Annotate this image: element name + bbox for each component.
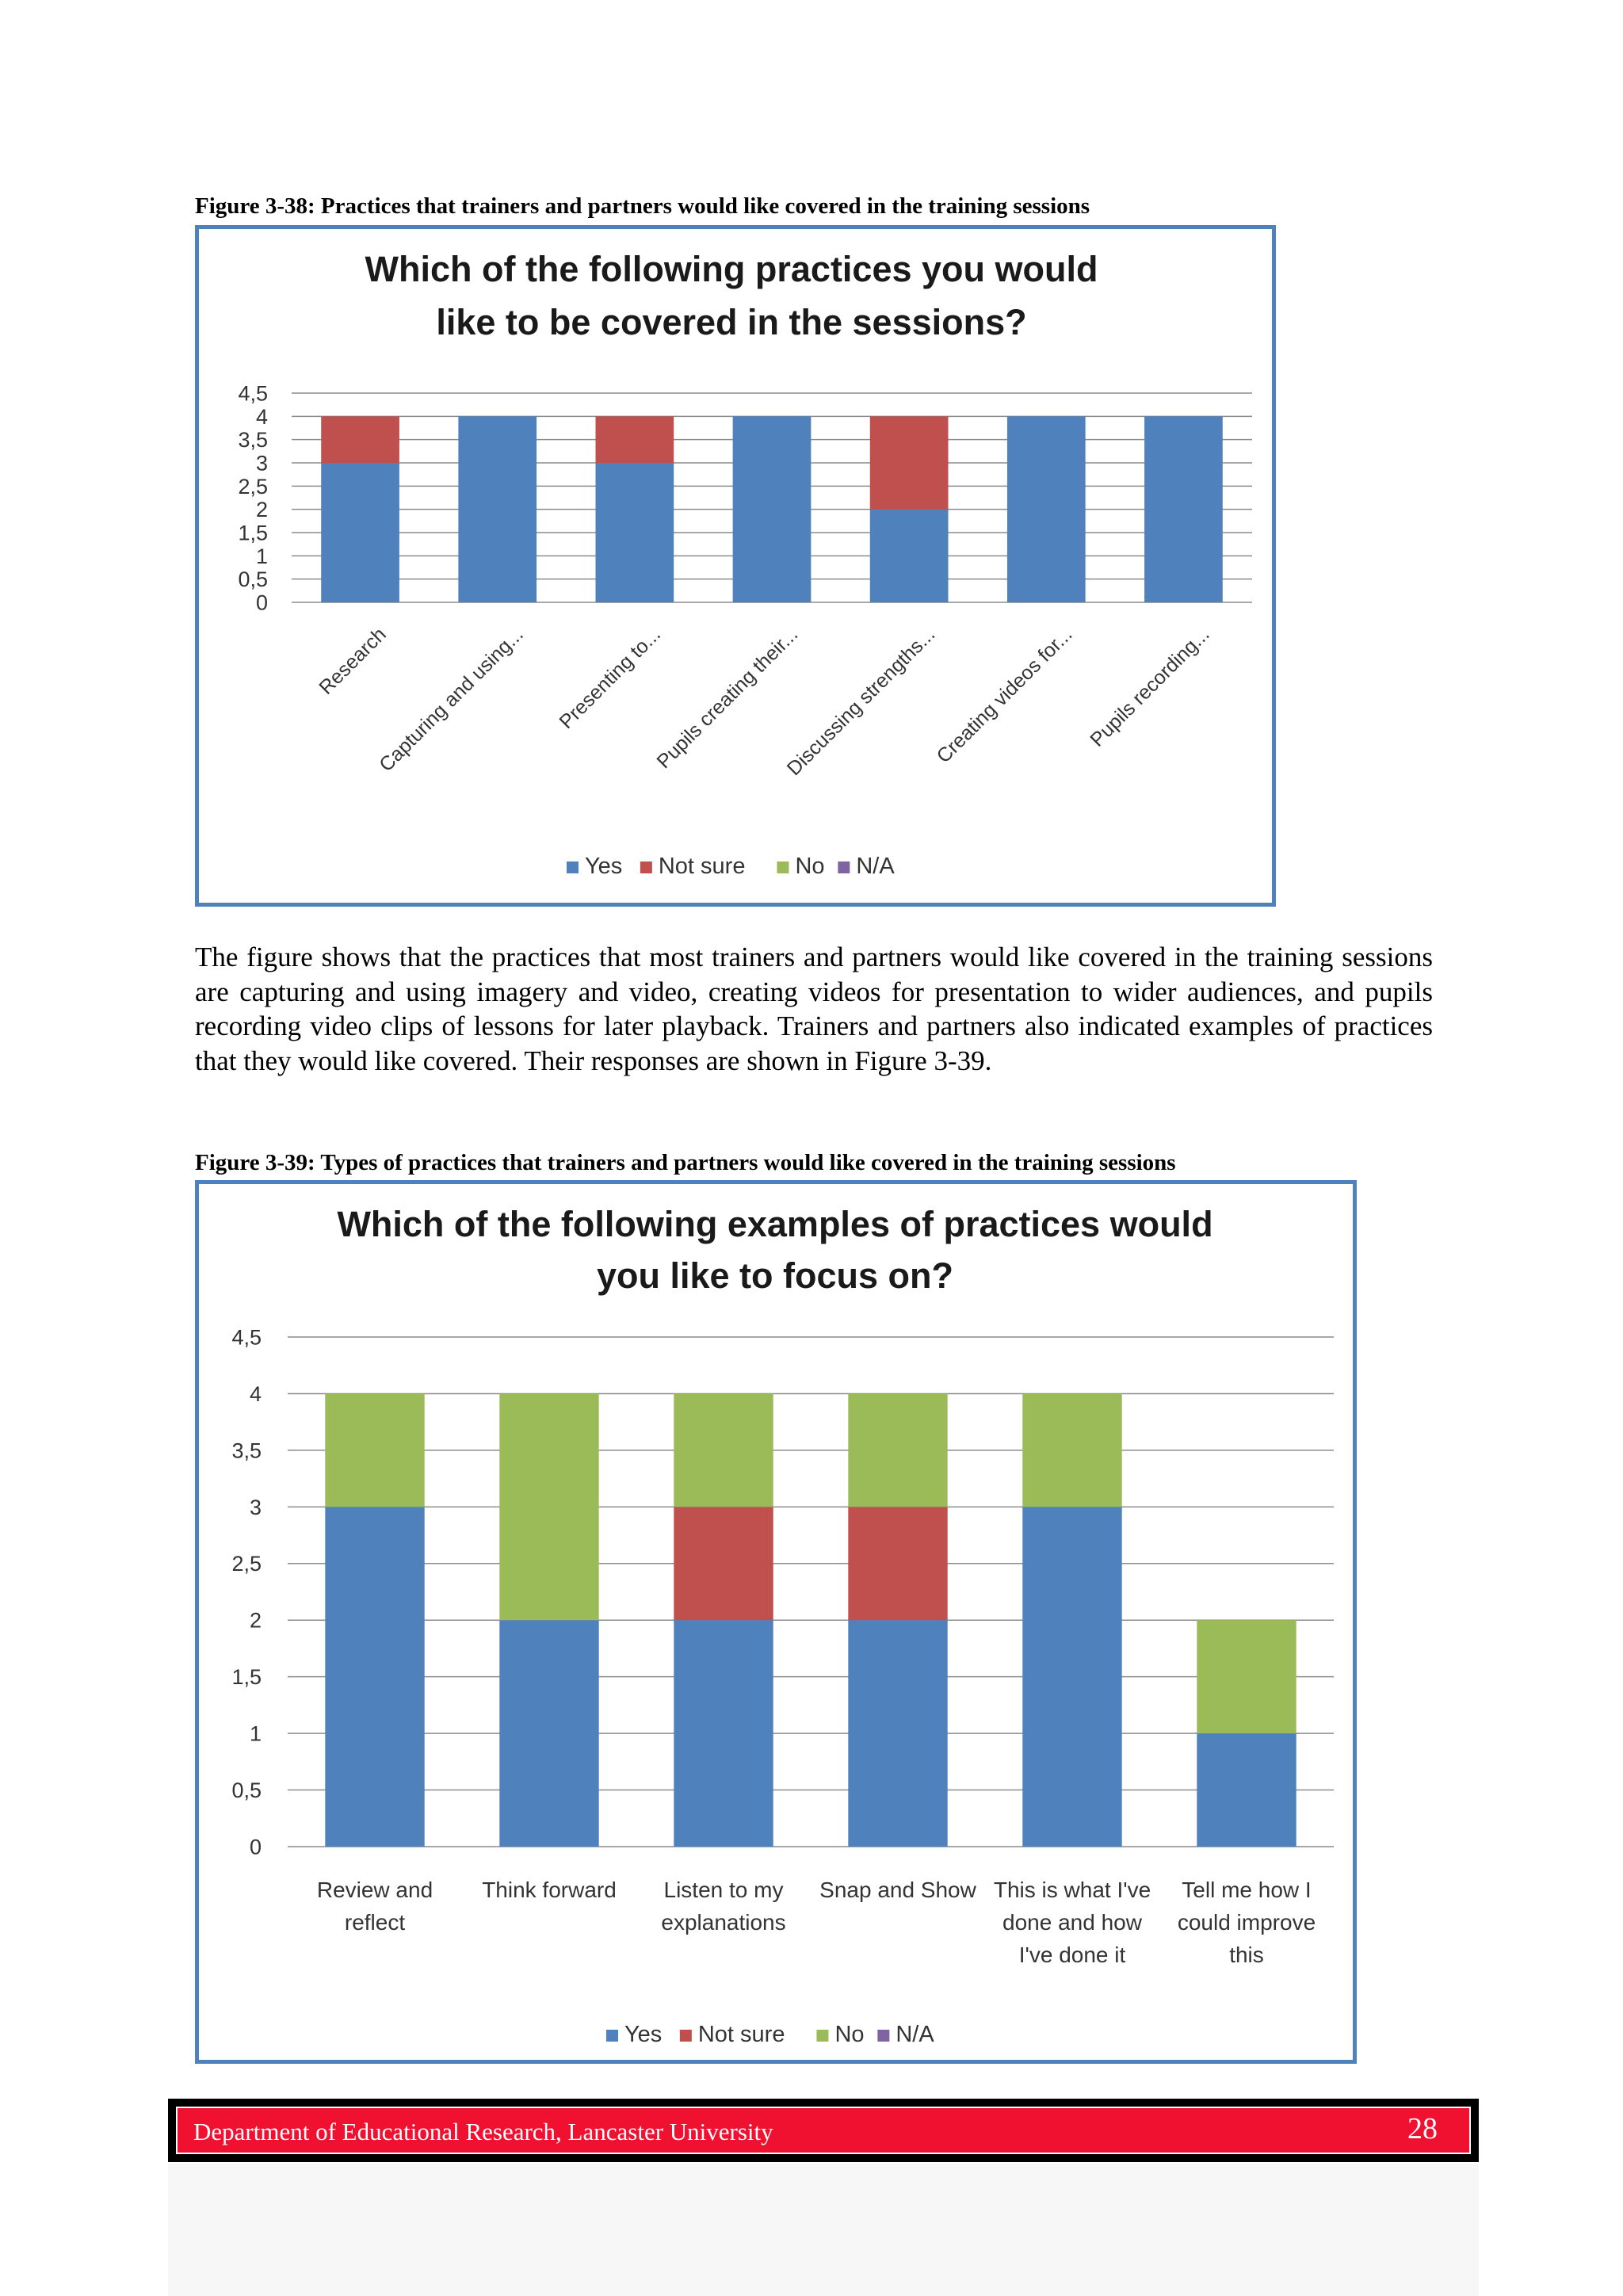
bar-segment-yes [1197, 1733, 1296, 1847]
y-tick-label: 0 [250, 1835, 262, 1859]
y-tick-label: 4 [250, 1382, 262, 1406]
category-label: Research [315, 623, 390, 698]
chart-title-line: you like to focus on? [597, 1255, 953, 1296]
bar-segment-yes [674, 1620, 773, 1847]
y-tick-label: 3,5 [238, 428, 268, 452]
legend-swatch [816, 2030, 829, 2042]
y-tick-label: 1,5 [238, 521, 268, 544]
bar-segment-yes [458, 416, 537, 602]
category-label: reflect [345, 1910, 405, 1935]
bar-segment-not-sure [674, 1507, 773, 1621]
bar-segment-no [674, 1393, 773, 1507]
legend-swatch [838, 861, 850, 873]
category-label: Listen to my [664, 1878, 784, 1902]
legend-label: Yes [585, 854, 622, 879]
bar-segment-no [325, 1393, 425, 1507]
bar-segment-yes [848, 1620, 948, 1847]
y-tick-label: 2 [256, 498, 268, 521]
legend-label: Not sure [659, 854, 746, 879]
page-footer: Department of Educational Research, Lanc… [168, 2099, 1479, 2162]
category-label: Think forward [482, 1878, 617, 1902]
bar-segment-not-sure [848, 1507, 948, 1621]
category-label: This is what I've [994, 1878, 1151, 1902]
chart-practice-examples-svg: Which of the following examples of pract… [231, 1204, 1334, 2047]
y-tick-label: 0,5 [238, 567, 268, 591]
bar-segment-yes [595, 463, 674, 602]
bar-segment-yes [1144, 416, 1223, 602]
bar-segment-no [1022, 1393, 1122, 1507]
category-label: could improve [1178, 1910, 1316, 1935]
category-label: explanations [661, 1910, 785, 1935]
y-tick-label: 2 [250, 1609, 262, 1633]
category-label: Discussing strengths... [783, 623, 940, 780]
body-paragraph: The figure shows that the practices that… [195, 942, 1433, 1076]
legend-swatch [877, 2030, 890, 2042]
legend-swatch [679, 2030, 692, 2042]
category-label: Snap and Show [819, 1878, 976, 1902]
legend-swatch [640, 861, 652, 873]
y-tick-label: 1 [256, 544, 268, 568]
chart-title-line: like to be covered in the sessions? [436, 302, 1026, 342]
figure-caption-3-39: Figure 3-39: Types of practices that tra… [195, 1150, 1176, 1175]
bar-segment-no [499, 1393, 599, 1621]
chart-practices-covered: Which of the following practices you wou… [195, 225, 1276, 907]
category-label: Pupils recording... [1086, 623, 1213, 751]
legend-label: N/A [896, 2022, 934, 2047]
category-label: Presenting to... [555, 623, 665, 733]
bar-segment-yes [1006, 416, 1086, 602]
chart-title-line: Which of the following practices you wou… [365, 249, 1098, 289]
page-bottom-margin [168, 2164, 1479, 2296]
category-label: Capturing and using... [375, 623, 528, 776]
bar-segment-yes [325, 1507, 425, 1847]
bar-segment-no [848, 1393, 948, 1507]
chart-title-line: Which of the following examples of pract… [337, 1204, 1212, 1244]
category-label: done and how [1002, 1910, 1143, 1935]
category-label: this [1229, 1943, 1264, 1967]
bar-segment-not-sure [869, 416, 949, 510]
y-tick-label: 4,5 [238, 381, 268, 405]
category-label: Review and [317, 1878, 433, 1902]
y-tick-label: 4 [256, 405, 268, 429]
legend-swatch [777, 861, 789, 873]
category-label: Tell me how I [1182, 1878, 1311, 1902]
chart-practices-covered-svg: Which of the following practices you wou… [238, 249, 1252, 879]
bar-segment-not-sure [595, 416, 674, 463]
figure-caption-3-38: Figure 3-38: Practices that trainers and… [195, 193, 1090, 219]
legend-label: N/A [856, 854, 895, 879]
legend-label: No [834, 2022, 864, 2047]
footer-department: Department of Educational Research, Lanc… [193, 2118, 773, 2145]
y-tick-label: 4,5 [231, 1325, 262, 1349]
bar-segment-yes [499, 1620, 599, 1847]
footer-band: Department of Educational Research, Lanc… [176, 2107, 1471, 2154]
y-tick-label: 1 [250, 1722, 262, 1746]
legend-label: Not sure [698, 2022, 785, 2047]
legend-swatch [567, 861, 579, 873]
y-tick-label: 3,5 [231, 1438, 262, 1462]
category-label: Pupils creating their... [652, 623, 802, 773]
bar-segment-not-sure [321, 416, 399, 463]
bar-segment-yes [732, 416, 812, 602]
bar-segment-no [1197, 1620, 1296, 1734]
bar-segment-yes [869, 509, 949, 602]
bar-segment-yes [321, 463, 399, 602]
chart-practice-examples: Which of the following examples of pract… [195, 1180, 1357, 2064]
category-label: I've done it [1019, 1943, 1126, 1967]
bar-segment-yes [1022, 1507, 1122, 1847]
y-tick-label: 3 [256, 451, 268, 475]
legend-label: No [795, 854, 824, 879]
y-tick-label: 0 [256, 590, 268, 614]
page-number: 28 [1407, 2112, 1438, 2145]
legend-label: Yes [624, 2022, 662, 2047]
category-label: Creating videos for... [933, 623, 1077, 767]
y-tick-label: 2,5 [238, 475, 268, 499]
y-tick-label: 2,5 [231, 1552, 262, 1576]
y-tick-label: 0,5 [231, 1778, 262, 1802]
y-tick-label: 3 [250, 1496, 262, 1519]
legend-swatch [606, 2030, 618, 2042]
y-tick-label: 1,5 [231, 1665, 262, 1689]
